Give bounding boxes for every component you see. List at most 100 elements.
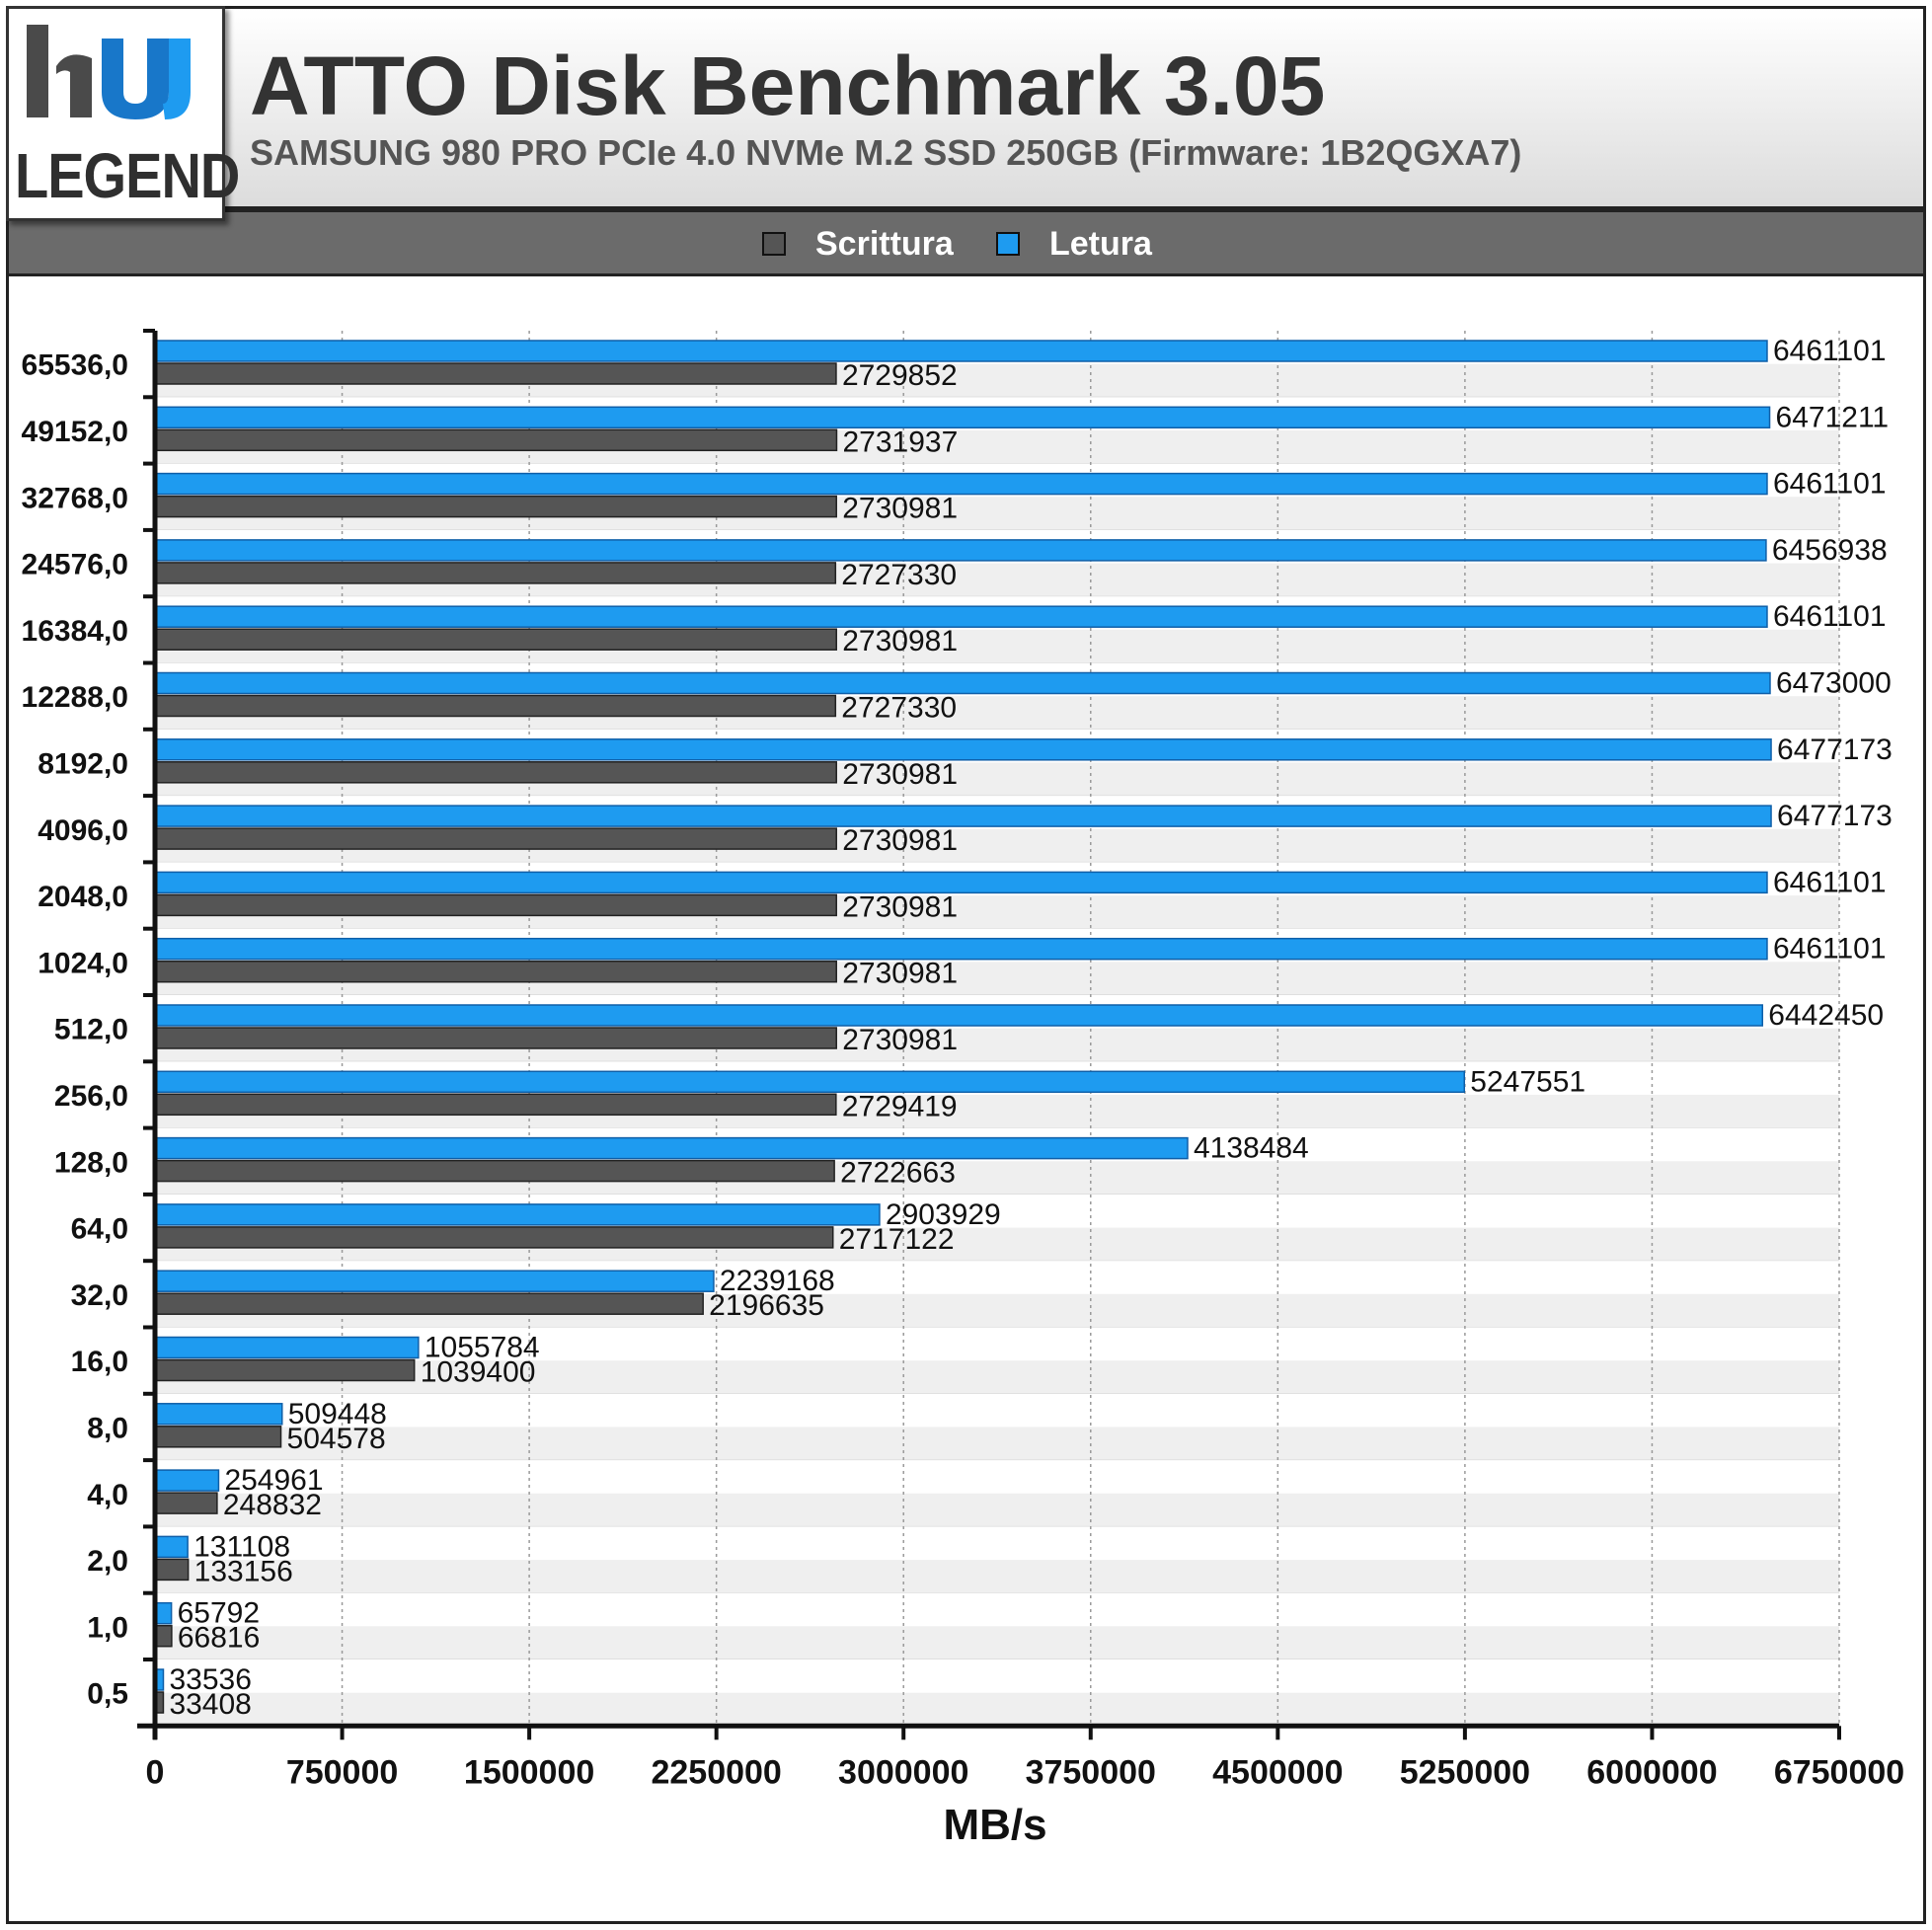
data-label-read: 5247551 — [1470, 1065, 1585, 1098]
legend-swatch-write — [762, 232, 786, 256]
bar-read — [154, 671, 1771, 695]
bar-write — [154, 1426, 282, 1448]
row-band — [155, 1393, 1839, 1428]
data-label-read: 6442450 — [1768, 999, 1884, 1032]
row-band — [155, 1560, 1839, 1593]
data-label-read: 6461101 — [1773, 600, 1887, 633]
row-band — [155, 1592, 1839, 1627]
bar-write — [154, 1492, 218, 1514]
data-label-read: 65792 — [178, 1597, 260, 1630]
data-label-write: 2717122 — [839, 1223, 955, 1256]
row-band — [155, 1327, 1839, 1361]
data-label-write: 2730981 — [842, 493, 958, 525]
bar-read — [154, 1070, 1466, 1094]
category-label: 2,0 — [87, 1545, 128, 1578]
x-tick-label: 6000000 — [1586, 1753, 1717, 1791]
data-label-write: 2730981 — [842, 824, 958, 857]
bar-read — [154, 937, 1768, 961]
bar-write — [154, 960, 837, 983]
category-label: 8192,0 — [38, 747, 128, 780]
data-label-read: 33536 — [169, 1663, 251, 1696]
bar-read — [154, 539, 1767, 562]
data-label-read: 1055784 — [425, 1332, 540, 1364]
logo-mark-icon — [27, 25, 191, 119]
bar-read — [154, 406, 1771, 429]
category-label: 49152,0 — [22, 416, 128, 448]
bar-read — [154, 871, 1768, 894]
x-tick-label: 750000 — [286, 1753, 398, 1791]
category-label: 8,0 — [87, 1412, 128, 1444]
category-label: 64,0 — [71, 1213, 128, 1246]
data-label-write: 2730981 — [842, 890, 958, 923]
category-label: 2048,0 — [38, 881, 128, 913]
data-label-read: 6473000 — [1776, 667, 1892, 700]
gridlines — [341, 331, 1840, 1727]
data-label-write: 2731937 — [842, 425, 958, 458]
data-label-read: 6461101 — [1773, 335, 1887, 367]
row-band — [155, 1526, 1839, 1561]
bar-read — [154, 805, 1772, 827]
data-label-write: 2729419 — [842, 1090, 958, 1122]
data-label-write: 2730981 — [842, 1024, 958, 1056]
row-band — [155, 1460, 1839, 1494]
data-label-write: 2730981 — [842, 958, 958, 990]
data-label-read: 4138484 — [1194, 1132, 1309, 1165]
bar-write — [154, 562, 837, 584]
bar-read — [154, 340, 1768, 362]
bar-read — [154, 1403, 283, 1426]
data-label-read: 6477173 — [1777, 800, 1893, 832]
bar-write — [154, 428, 838, 452]
bar-write — [154, 362, 837, 385]
row-band — [155, 1360, 1839, 1394]
legend-item-write[interactable]: Scrittura — [762, 224, 954, 264]
legend: Scrittura Letura — [6, 209, 1926, 276]
category-label: 4,0 — [87, 1479, 128, 1511]
category-label: 0,5 — [87, 1678, 128, 1711]
data-label-write: 2727330 — [841, 692, 957, 725]
row-band — [155, 1427, 1839, 1461]
category-label: 256,0 — [54, 1080, 128, 1113]
row-band — [155, 1660, 1839, 1693]
data-label-write: 248832 — [223, 1489, 322, 1521]
data-label-read: 6461101 — [1773, 933, 1887, 965]
x-tick-label: 5250000 — [1400, 1753, 1530, 1791]
legend-item-read[interactable]: Letura — [996, 224, 1152, 264]
bar-read — [154, 1336, 420, 1359]
data-label-read: 2903929 — [886, 1198, 1001, 1231]
data-label-write: 2196635 — [709, 1289, 824, 1322]
row-band — [155, 1493, 1839, 1527]
bar-read — [154, 1203, 881, 1226]
chart-title: ATTO Disk Benchmark 3.05 — [250, 39, 1326, 132]
bar-write — [154, 495, 837, 518]
bar-read — [154, 1469, 220, 1492]
bar-write — [154, 694, 837, 718]
data-label-write: 2730981 — [842, 758, 958, 791]
data-label-read: 6456938 — [1772, 534, 1888, 567]
bar-write — [154, 1624, 173, 1648]
bar-read — [154, 472, 1768, 496]
data-label-read: 131108 — [193, 1530, 290, 1563]
labels: 6461101 2729852 65536,0 6471211 2731937 49152… — [22, 335, 1905, 1791]
category-label: 512,0 — [54, 1014, 128, 1046]
bar-write — [154, 827, 837, 850]
x-tick-label: 3000000 — [838, 1753, 968, 1791]
data-label-read: 6477173 — [1777, 733, 1893, 766]
bar-write — [154, 761, 837, 784]
bar-read — [154, 1136, 1189, 1160]
category-label: 65536,0 — [22, 349, 128, 382]
bar-read — [154, 1535, 189, 1559]
category-label: 4096,0 — [38, 814, 128, 847]
site-logo: LEGEND — [6, 6, 240, 221]
data-label-write: 133156 — [194, 1555, 293, 1587]
row-band — [155, 1626, 1839, 1660]
data-label-write: 504578 — [287, 1423, 386, 1455]
data-label-write: 66816 — [178, 1622, 260, 1655]
chart-subtitle: SAMSUNG 980 PRO PCIe 4.0 NVMe M.2 SSD 25… — [250, 132, 1522, 173]
x-tick-label: 2250000 — [651, 1753, 781, 1791]
bar-write — [154, 1558, 190, 1582]
bar-write — [154, 1159, 835, 1183]
category-label: 32768,0 — [22, 482, 128, 514]
logo-wordmark: LEGEND — [15, 139, 240, 211]
bar-write — [154, 1226, 834, 1249]
